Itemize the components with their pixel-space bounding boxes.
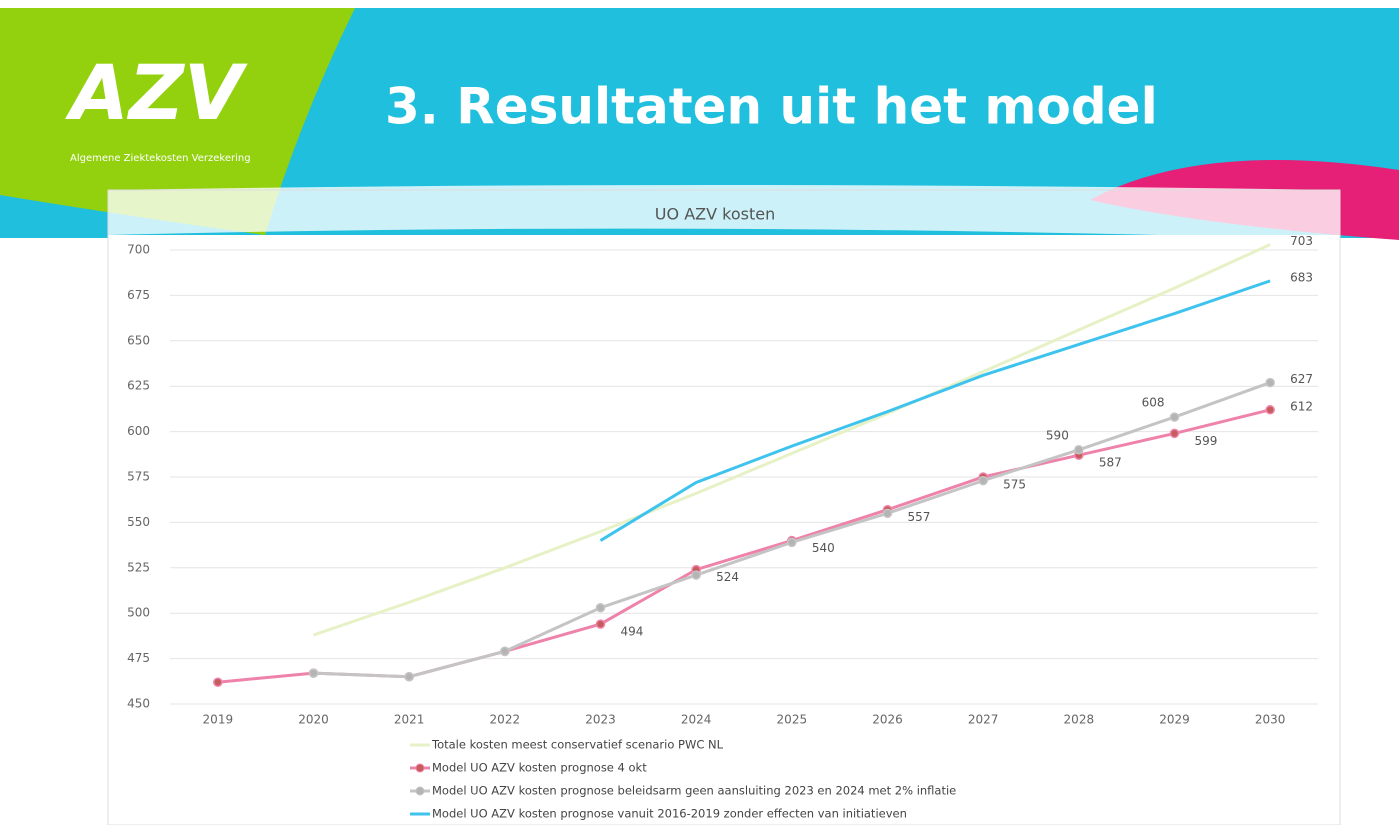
y-tick-label: 675	[127, 288, 150, 302]
value-label: 627	[1290, 372, 1313, 386]
value-label: 540	[812, 541, 835, 555]
x-tick-label: 2029	[1159, 713, 1190, 727]
value-label: 557	[908, 510, 931, 524]
y-tick-label: 500	[127, 606, 150, 620]
y-tick-label: 550	[127, 515, 150, 529]
value-label: 599	[1195, 434, 1218, 448]
y-tick-label: 650	[127, 333, 150, 347]
wave-overlay	[108, 185, 1340, 240]
y-tick-label: 575	[127, 470, 150, 484]
x-tick-label: 2030	[1255, 713, 1286, 727]
value-label: 575	[1003, 478, 1026, 492]
value-label: 494	[621, 625, 644, 639]
legend-marker	[415, 763, 425, 773]
y-tick-label: 525	[127, 560, 150, 574]
value-label: 524	[716, 570, 739, 584]
value-label: 590	[1046, 428, 1069, 442]
chart-area	[108, 235, 1340, 825]
x-tick-label: 2020	[298, 713, 329, 727]
series-line	[599, 279, 1271, 542]
point	[1074, 445, 1084, 455]
y-tick-label: 600	[127, 424, 150, 438]
x-tick-label: 2027	[968, 713, 999, 727]
series-line	[313, 243, 1271, 637]
value-label: 612	[1290, 399, 1313, 413]
value-label: 608	[1142, 396, 1165, 410]
point	[882, 508, 893, 519]
x-tick-label: 2025	[777, 713, 808, 727]
legend-label: Model UO AZV kosten prognose vanuit 2016…	[432, 807, 907, 821]
legend-label: Totale kosten meest conservatief scenari…	[431, 738, 724, 752]
value-label: 683	[1290, 270, 1313, 284]
point	[1265, 405, 1275, 415]
point	[500, 646, 510, 657]
point	[595, 603, 606, 613]
point	[1265, 377, 1275, 388]
x-tick-label: 2026	[872, 713, 903, 727]
point	[213, 677, 223, 687]
x-tick-label: 2028	[1064, 713, 1095, 727]
legend-label: Model UO AZV kosten prognose beleidsarm …	[432, 784, 956, 798]
x-tick-label: 2024	[681, 713, 712, 727]
x-tick-label: 2022	[490, 713, 521, 727]
point	[787, 537, 797, 548]
point	[691, 570, 701, 580]
y-tick-label: 625	[127, 379, 150, 393]
y-tick-label: 450	[127, 697, 150, 711]
value-label: 587	[1099, 456, 1122, 470]
point	[1169, 412, 1180, 422]
point	[1169, 428, 1180, 439]
point	[978, 475, 988, 486]
point	[404, 672, 414, 682]
y-tick-label: 700	[127, 243, 150, 257]
heading: 3. Resultaten uit het model	[385, 78, 1158, 136]
y-tick-label: 475	[127, 651, 150, 665]
x-tick-label: 2019	[203, 713, 234, 727]
chart-title: UO AZV kosten	[655, 205, 775, 224]
point	[308, 668, 319, 678]
legend-label: Model UO AZV kosten prognose 4 okt	[432, 761, 647, 775]
x-tick-label: 2021	[394, 713, 425, 727]
logo-subtitle: Algemene Ziektekosten Verzekering	[70, 153, 251, 164]
logo: AZV	[65, 48, 248, 137]
point	[595, 619, 606, 629]
value-label: 703	[1290, 234, 1313, 248]
header-green	[0, 8, 355, 235]
legend-marker	[415, 786, 425, 796]
x-tick-label: 2023	[585, 713, 616, 727]
